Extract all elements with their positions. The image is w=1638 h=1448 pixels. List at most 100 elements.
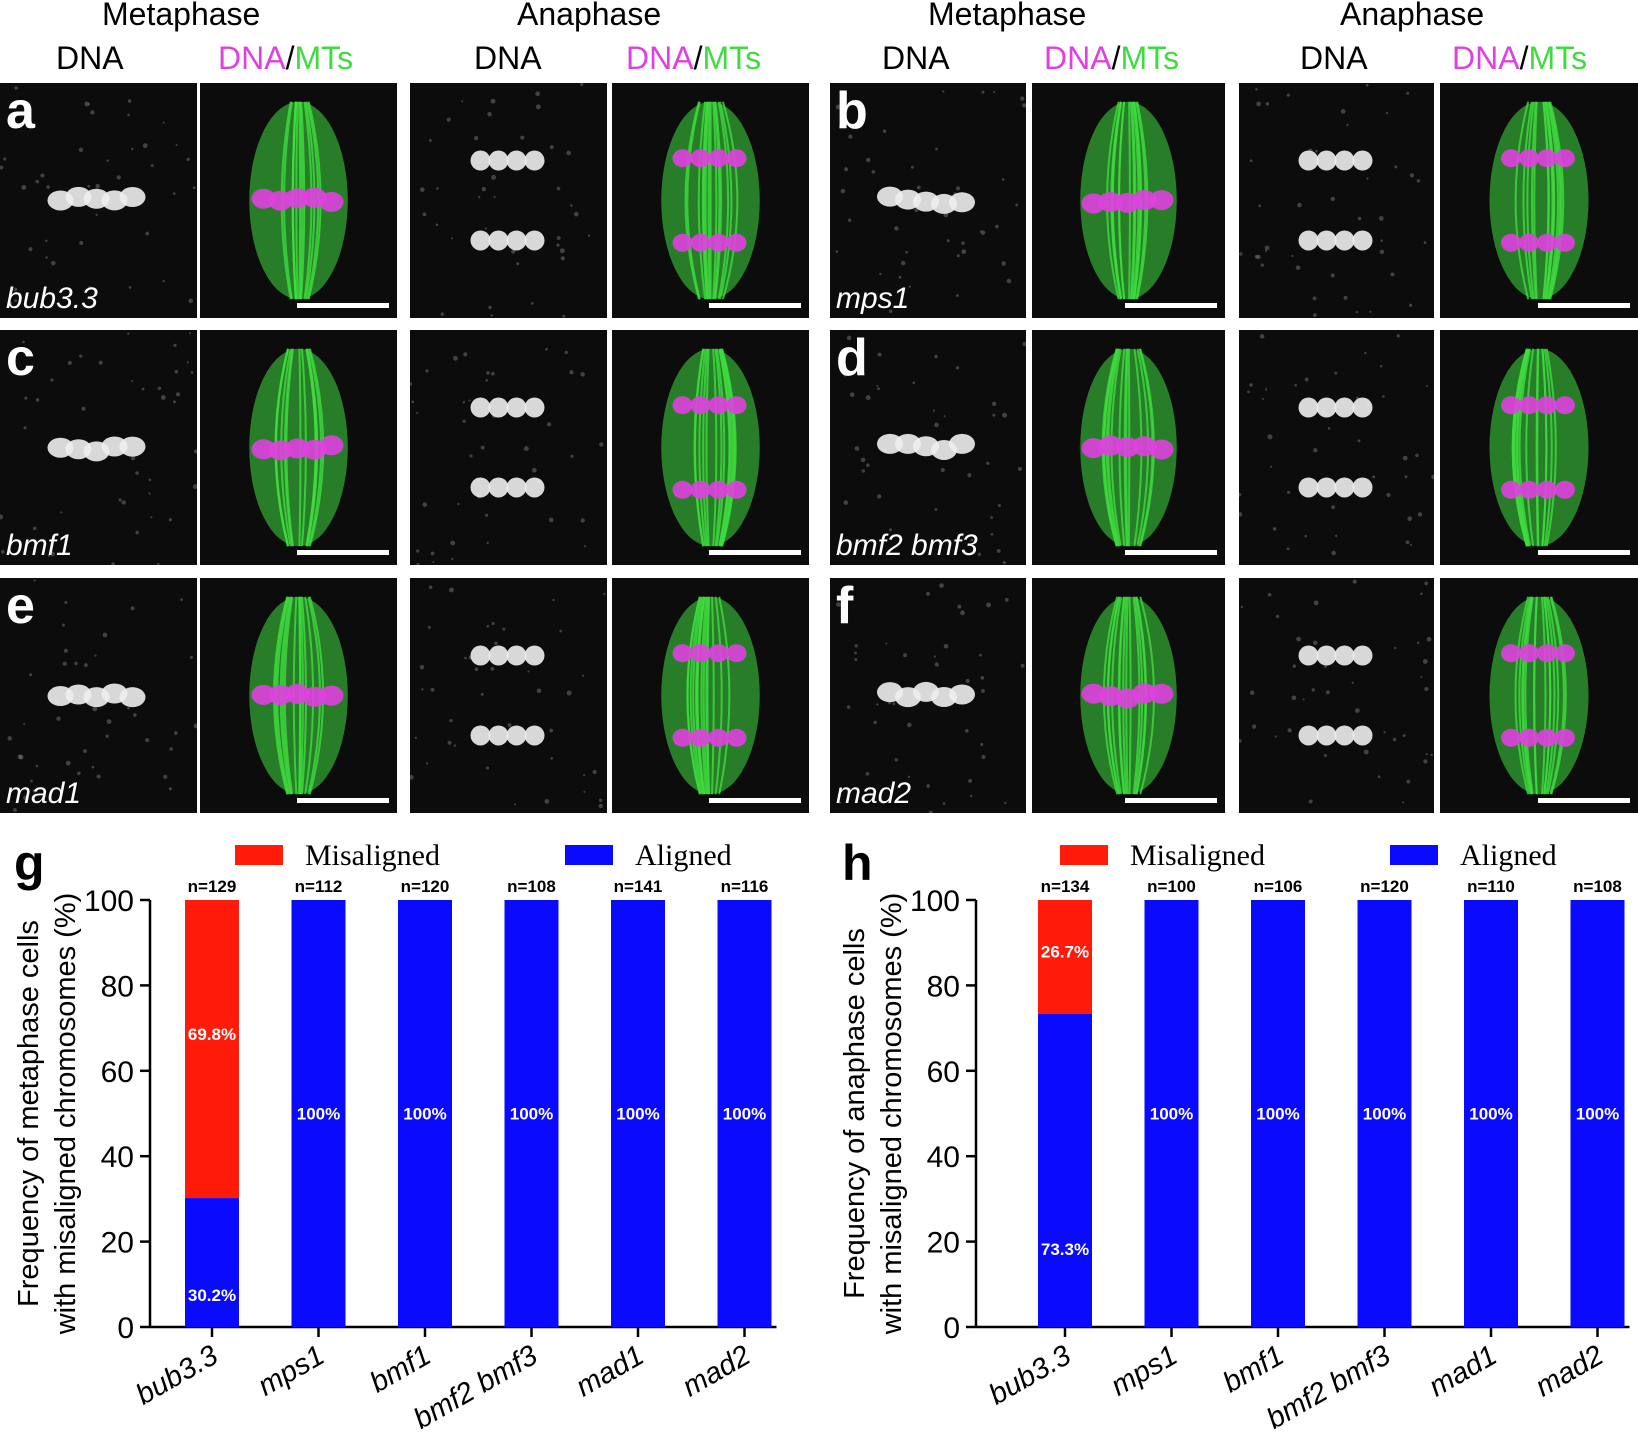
bar-aligned <box>1357 900 1412 1327</box>
channel-dna-label: DNA <box>1300 40 1368 76</box>
channel-merge-mts: MTs <box>294 40 354 76</box>
legend-swatch-aligned <box>1390 845 1438 865</box>
legend-label-aligned: Aligned <box>1460 839 1557 872</box>
bar-aligned <box>611 900 665 1327</box>
n-label: n=120 <box>401 877 450 896</box>
y-tick-label: 20 <box>927 1227 960 1260</box>
genotype-label: bmf2 bmf3 <box>836 529 978 562</box>
channel-dna-label: DNA <box>882 40 950 76</box>
scale-bar <box>1538 550 1630 555</box>
x-tick-label: mad1 <box>571 1339 650 1403</box>
bar-value-label: 100% <box>616 1105 659 1124</box>
merge-micrograph <box>1440 578 1638 813</box>
y-tick-label: 0 <box>943 1312 960 1345</box>
x-tick-label: bmf1 <box>365 1339 437 1399</box>
n-label: n=106 <box>1254 877 1303 896</box>
bar-aligned <box>1038 1014 1092 1327</box>
genotype-label: bmf1 <box>6 529 73 562</box>
scale-bar <box>1125 550 1217 555</box>
merge-micrograph <box>612 578 809 813</box>
panel-letter: h <box>842 835 873 891</box>
bar-aligned <box>717 900 772 1327</box>
genotype-label: bub3.3 <box>6 282 98 315</box>
x-tick-label: bmf1 <box>1218 1339 1290 1399</box>
bar-value-label: 100% <box>723 1105 766 1124</box>
bar-value-label: 69.8% <box>188 1025 236 1044</box>
dna-micrograph: c bmf1 <box>0 330 197 565</box>
panel-letter: b <box>836 83 868 140</box>
dna-micrograph: e mad1 <box>0 578 197 813</box>
panel-letter: g <box>14 835 45 891</box>
dna-micrograph <box>410 330 607 565</box>
channel-merge-mts: MTs <box>1120 40 1180 76</box>
y-tick-label: 20 <box>101 1227 134 1260</box>
y-axis-label: with misaligned chromosomes (%) <box>50 893 82 1336</box>
scale-bar <box>1125 798 1217 803</box>
scale-bar <box>709 550 801 555</box>
legend-swatch-misaligned <box>1060 845 1108 865</box>
scale-bar <box>297 303 389 308</box>
n-label: n=134 <box>1041 877 1090 896</box>
y-tick-label: 100 <box>910 885 960 918</box>
x-tick-label: mps1 <box>1106 1339 1183 1402</box>
channel-merge-label: DNA/MTs <box>1044 40 1179 77</box>
bar-value-label: 100% <box>1469 1105 1512 1124</box>
scale-bar <box>709 798 801 803</box>
dna-micrograph: b mps1 <box>830 83 1026 318</box>
merge-micrograph <box>200 578 397 813</box>
scale-bar <box>297 798 389 803</box>
header-anaphase-left: Anaphase <box>517 0 662 32</box>
bar-value-label: 100% <box>297 1105 340 1124</box>
scale-bar <box>1125 303 1217 308</box>
scale-bar <box>709 303 801 308</box>
n-label: n=120 <box>1360 877 1409 896</box>
bar-aligned <box>291 900 346 1327</box>
legend-label-misaligned: Misaligned <box>305 839 440 872</box>
x-tick-label: mad2 <box>677 1339 756 1403</box>
n-label: n=141 <box>614 877 663 896</box>
merge-micrograph <box>1440 330 1638 565</box>
bar-aligned <box>1570 900 1625 1327</box>
header-anaphase-right: Anaphase <box>1340 0 1485 32</box>
merge-micrograph <box>612 83 809 318</box>
bar-misaligned <box>1038 900 1092 1015</box>
genotype-label: mps1 <box>836 282 910 315</box>
channel-merge-label: DNA/MTs <box>218 40 353 77</box>
channel-merge-dna: DNA <box>1452 40 1520 76</box>
dna-micrograph <box>1239 83 1434 318</box>
bar-aligned <box>1464 900 1518 1327</box>
channel-merge-sep: / <box>1111 40 1121 76</box>
dna-micrograph <box>410 578 607 813</box>
channel-merge-label: DNA/MTs <box>626 40 761 77</box>
channel-dna-label: DNA <box>474 40 542 76</box>
channel-merge-mts: MTs <box>702 40 762 76</box>
header-metaphase-right: Metaphase <box>928 0 1087 32</box>
bar-value-label: 100% <box>510 1105 553 1124</box>
y-tick-label: 60 <box>101 1056 134 1089</box>
legend-label-misaligned: Misaligned <box>1130 839 1265 872</box>
y-tick-label: 100 <box>84 885 134 918</box>
bar-value-label: 100% <box>1256 1105 1299 1124</box>
y-tick-label: 40 <box>927 1141 960 1174</box>
panel-letter: e <box>6 578 35 635</box>
channel-merge-sep: / <box>1519 40 1529 76</box>
bar-value-label: 73.3% <box>1041 1240 1089 1259</box>
merge-micrograph <box>200 83 397 318</box>
y-tick-label: 40 <box>101 1141 134 1174</box>
channel-merge-dna: DNA <box>218 40 286 76</box>
bar-value-label: 100% <box>1363 1105 1406 1124</box>
x-tick-label: mad1 <box>1424 1339 1503 1403</box>
n-label: n=100 <box>1147 877 1196 896</box>
merge-micrograph <box>1032 83 1225 318</box>
y-axis-label: with misaligned chromosomes (%) <box>876 893 908 1336</box>
scale-bar <box>1538 798 1630 803</box>
merge-micrograph <box>1032 330 1225 565</box>
scale-bar <box>297 550 389 555</box>
scale-bar <box>1538 303 1630 308</box>
channel-merge-sep: / <box>693 40 703 76</box>
legend-swatch-aligned <box>565 845 613 865</box>
bar-value-label: 26.7% <box>1041 942 1089 961</box>
panel-letter: c <box>6 330 35 387</box>
bar-value-label: 30.2% <box>188 1286 236 1305</box>
